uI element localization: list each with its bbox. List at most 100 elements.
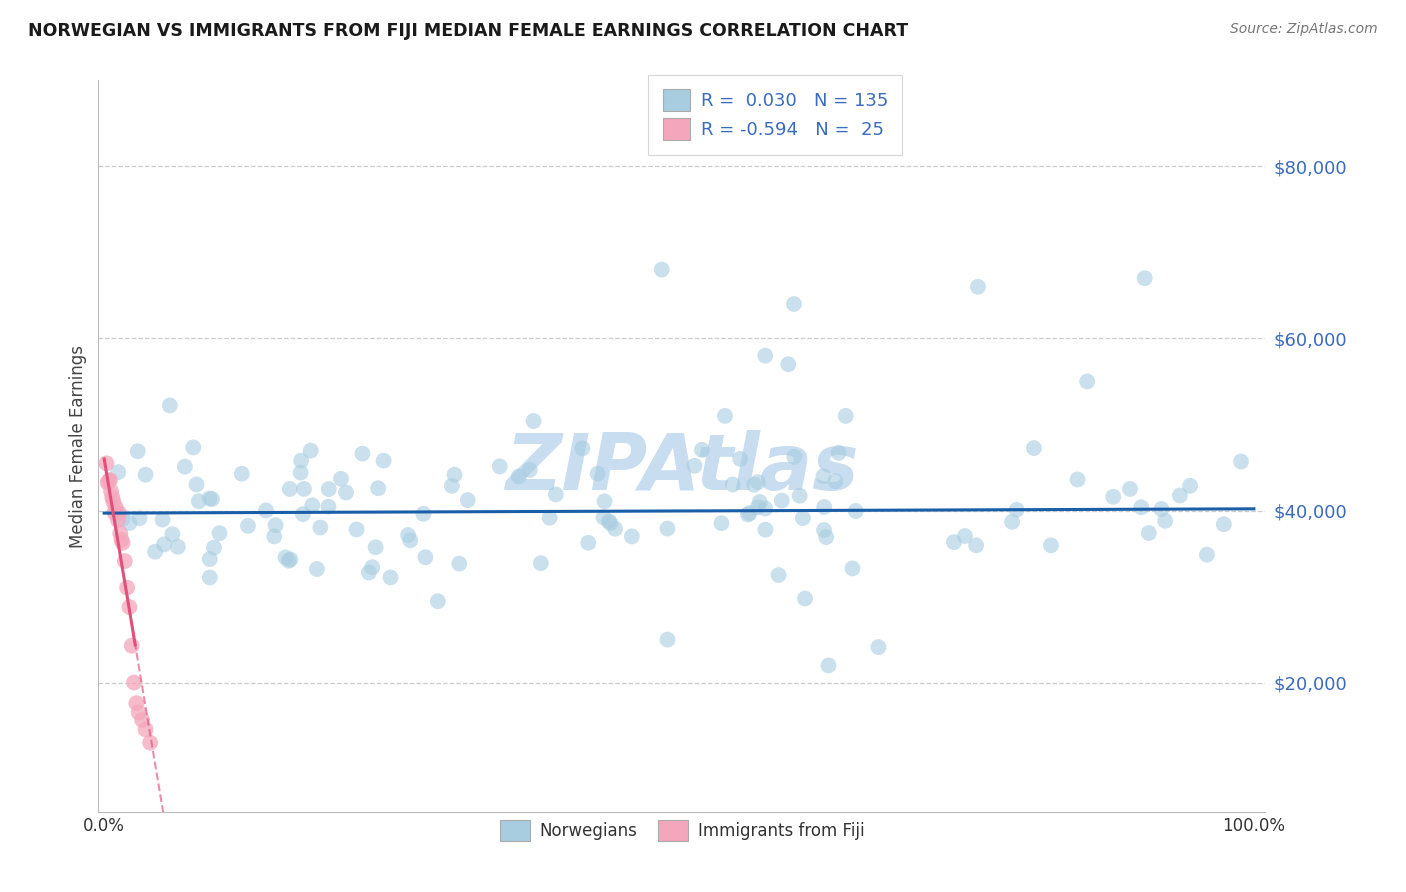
- Point: [121, 639, 143, 653]
- Point: [778, 357, 800, 371]
- Point: [330, 472, 353, 486]
- Point: [815, 530, 838, 544]
- Point: [576, 536, 599, 550]
- Point: [835, 409, 858, 423]
- Point: [508, 469, 530, 483]
- Point: [1022, 441, 1045, 455]
- Point: [111, 512, 134, 526]
- Point: [290, 466, 312, 480]
- Point: [357, 566, 380, 580]
- Point: [254, 503, 277, 517]
- Point: [135, 723, 157, 737]
- Point: [747, 500, 769, 515]
- Text: NORWEGIAN VS IMMIGRANTS FROM FIJI MEDIAN FEMALE EARNINGS CORRELATION CHART: NORWEGIAN VS IMMIGRANTS FROM FIJI MEDIAN…: [28, 22, 908, 40]
- Point: [770, 493, 793, 508]
- Point: [592, 510, 614, 524]
- Point: [318, 482, 340, 496]
- Point: [651, 262, 673, 277]
- Point: [824, 474, 846, 488]
- Point: [415, 550, 437, 565]
- Point: [1039, 538, 1062, 552]
- Point: [657, 522, 679, 536]
- Point: [728, 451, 751, 466]
- Point: [127, 444, 149, 458]
- Point: [198, 491, 221, 506]
- Point: [1230, 454, 1253, 468]
- Point: [1195, 548, 1218, 562]
- Point: [309, 520, 332, 534]
- Point: [208, 526, 231, 541]
- Point: [599, 516, 621, 530]
- Point: [125, 696, 148, 710]
- Point: [792, 511, 814, 525]
- Point: [97, 475, 120, 490]
- Point: [1066, 473, 1088, 487]
- Point: [457, 493, 479, 508]
- Point: [754, 523, 776, 537]
- Point: [440, 479, 463, 493]
- Point: [110, 533, 132, 547]
- Point: [813, 469, 835, 483]
- Point: [105, 505, 128, 519]
- Point: [346, 523, 368, 537]
- Point: [162, 527, 184, 541]
- Point: [181, 441, 204, 455]
- Point: [1133, 271, 1156, 285]
- Point: [103, 506, 125, 520]
- Point: [783, 297, 806, 311]
- Point: [100, 484, 122, 499]
- Point: [153, 537, 176, 551]
- Point: [128, 706, 150, 720]
- Point: [953, 529, 976, 543]
- Point: [96, 457, 118, 471]
- Point: [364, 541, 387, 555]
- Point: [139, 736, 162, 750]
- Point: [1168, 488, 1191, 502]
- Point: [299, 443, 322, 458]
- Text: Source: ZipAtlas.com: Source: ZipAtlas.com: [1230, 22, 1378, 37]
- Point: [122, 675, 145, 690]
- Point: [98, 473, 121, 487]
- Point: [128, 511, 150, 525]
- Point: [396, 528, 419, 542]
- Point: [714, 409, 737, 423]
- Point: [1154, 514, 1177, 528]
- Point: [571, 442, 593, 456]
- Point: [523, 414, 546, 428]
- Point: [1005, 503, 1028, 517]
- Point: [263, 529, 285, 543]
- Point: [174, 459, 197, 474]
- Point: [264, 518, 287, 533]
- Point: [443, 467, 465, 482]
- Text: ZIPAtlas: ZIPAtlas: [505, 430, 859, 506]
- Point: [202, 541, 225, 555]
- Point: [1178, 479, 1201, 493]
- Point: [530, 556, 553, 570]
- Point: [103, 494, 125, 508]
- Point: [107, 513, 129, 527]
- Point: [187, 494, 209, 508]
- Point: [737, 508, 759, 522]
- Point: [538, 510, 561, 524]
- Point: [166, 540, 188, 554]
- Point: [118, 516, 141, 530]
- Point: [544, 487, 567, 501]
- Point: [519, 463, 541, 477]
- Point: [198, 570, 221, 584]
- Point: [967, 280, 990, 294]
- Point: [201, 491, 224, 506]
- Point: [794, 591, 817, 606]
- Point: [1119, 482, 1142, 496]
- Point: [1137, 526, 1160, 541]
- Point: [586, 467, 609, 481]
- Point: [690, 442, 713, 457]
- Point: [657, 632, 679, 647]
- Point: [738, 506, 761, 520]
- Point: [942, 535, 965, 549]
- Point: [449, 557, 471, 571]
- Point: [747, 475, 769, 490]
- Point: [488, 459, 510, 474]
- Point: [277, 554, 299, 568]
- Point: [186, 477, 208, 491]
- Point: [143, 545, 166, 559]
